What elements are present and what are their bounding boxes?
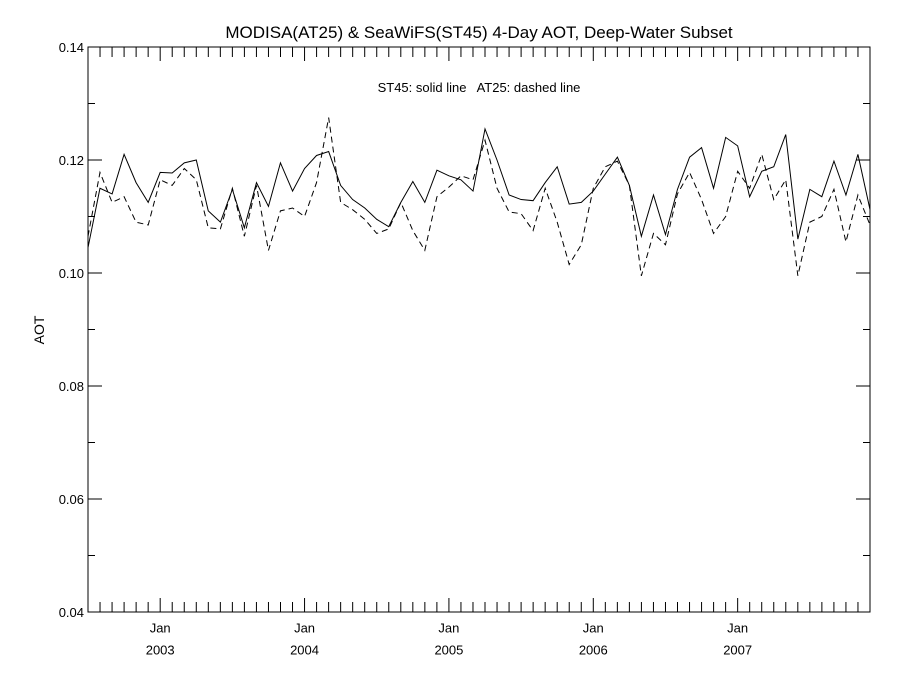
x-tick-year-label: 2006 [579,643,608,658]
x-tick-year-label: 2007 [723,643,752,658]
x-tick-month-label: Jan [150,621,171,636]
y-tick-label: 0.12 [59,153,84,168]
series-layer [87,117,871,276]
y-axis-label: AOT [31,315,47,344]
series-line-st45-solid [87,127,871,248]
line-style-annotation: ST45: solid line AT25: dashed line [378,80,581,95]
y-axis: 0.04 0.06 0.08 0.10 0.12 0.14 [59,40,870,620]
x-tick-month-label: Jan [294,621,315,636]
y-tick-label: 0.08 [59,379,84,394]
x-tick-year-label: 2003 [146,643,175,658]
series-line-at25-dashed [87,117,871,276]
x-tick-month-label: Jan [727,621,748,636]
y-tick-label: 0.14 [59,40,84,55]
x-tick-year-label: 2004 [290,643,319,658]
chart-title: MODISA(AT25) & SeaWiFS(ST45) 4-Day AOT, … [225,23,733,42]
plot-frame [87,46,871,613]
x-tick-month-label: Jan [438,621,459,636]
x-axis: Jan 2003 Jan 2004 Jan 2005 Jan 2006 Jan 2007 [87,47,871,658]
y-tick-label: 0.06 [59,492,84,507]
x-tick-year-label: 2005 [434,643,463,658]
x-tick-month-label: Jan [583,621,604,636]
y-tick-label: 0.10 [59,266,84,281]
y-tick-label: 0.04 [59,605,84,620]
